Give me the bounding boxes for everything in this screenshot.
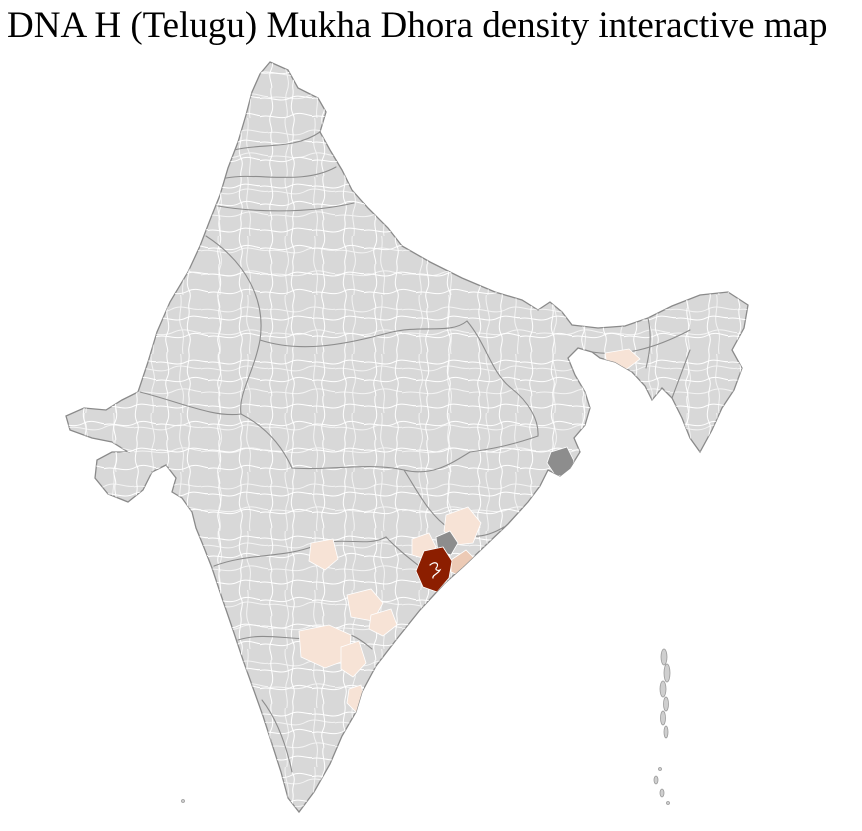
- district-highlight-high-density[interactable]: [415, 546, 453, 593]
- district-boundaries-texture-2: [66, 62, 748, 812]
- island: [660, 710, 666, 726]
- island: [660, 648, 668, 666]
- page-title: DNA H (Telugu) Mukha Dhora density inter…: [7, 5, 828, 46]
- district-highlight-low-telangana[interactable]: [308, 538, 339, 571]
- island: [653, 775, 659, 785]
- district-highlight-low-andhra-2[interactable]: [368, 608, 398, 637]
- island: [663, 696, 669, 712]
- island: [658, 767, 662, 771]
- island: [659, 788, 665, 798]
- island: [663, 663, 671, 683]
- district-label-mark: [429, 562, 442, 579]
- island: [663, 725, 669, 739]
- island: [181, 799, 185, 803]
- island: [659, 680, 667, 698]
- andaman-nicobar-islands: [181, 648, 671, 805]
- district-highlight-low-andhra-1[interactable]: [346, 588, 384, 622]
- island: [666, 801, 670, 805]
- district-highlight-low-nellore[interactable]: [340, 640, 367, 678]
